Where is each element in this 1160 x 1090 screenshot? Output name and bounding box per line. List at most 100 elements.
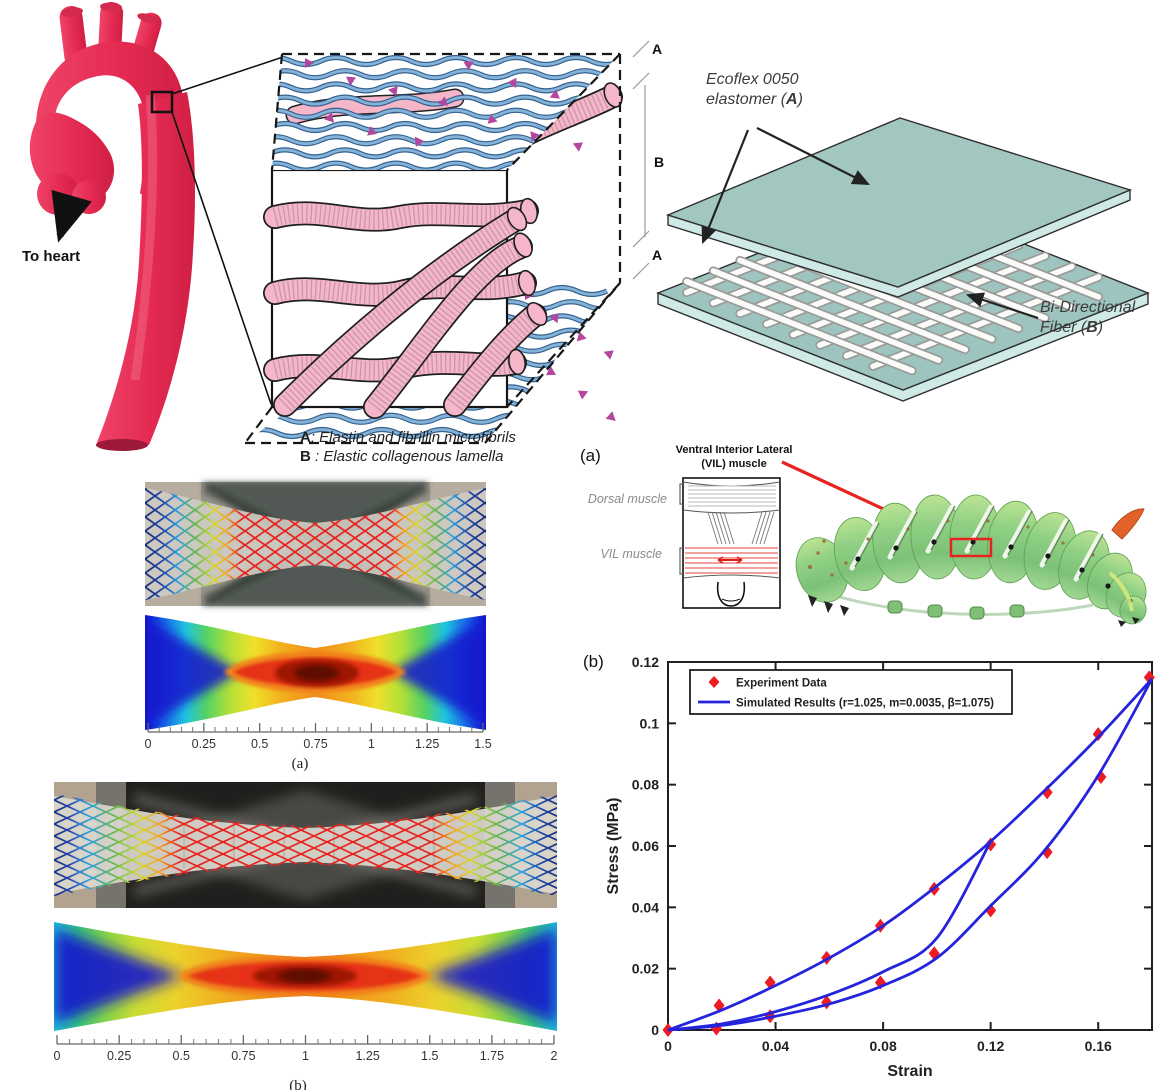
to-heart-label: To heart xyxy=(22,248,81,265)
svg-text:0.16: 0.16 xyxy=(1085,1038,1112,1054)
caterpillar-photo xyxy=(795,494,1147,627)
dorsal-muscle-lines xyxy=(688,485,776,507)
aorta-root-lobe xyxy=(72,180,106,214)
svg-text:0.75: 0.75 xyxy=(231,1049,255,1063)
inset-connector-bottom xyxy=(171,111,272,405)
sample-region-box xyxy=(150,90,174,114)
svg-text:0.04: 0.04 xyxy=(632,899,659,915)
svg-text:0.25: 0.25 xyxy=(107,1049,131,1063)
specimen-photo-a xyxy=(145,482,486,606)
inset-box-dashed-edges xyxy=(244,52,622,445)
svg-text:0.02: 0.02 xyxy=(632,961,659,977)
legend-text-b: : Elastic collagenous lamella xyxy=(310,448,504,466)
svg-text:0.25: 0.25 xyxy=(192,737,216,751)
svg-text:Simulated Results (r=1.025, m=: Simulated Results (r=1.025, m=0.0035, β=… xyxy=(736,698,994,710)
laminate-diagram xyxy=(656,117,1150,402)
svg-text:0.04: 0.04 xyxy=(762,1038,789,1054)
svg-text:0.5: 0.5 xyxy=(251,737,268,751)
caterpillar-stripes xyxy=(849,504,1103,582)
vil-span-arrow xyxy=(717,556,743,564)
vil-annotation-box xyxy=(949,537,993,558)
svg-text:0.12: 0.12 xyxy=(977,1038,1004,1054)
svg-text:0.06: 0.06 xyxy=(632,838,659,854)
subfigure-a-caption: (a) xyxy=(291,756,309,772)
svg-text:0.12: 0.12 xyxy=(632,654,659,670)
head-stripe xyxy=(1108,571,1134,612)
vil-title-line2: (VIL) muscle xyxy=(701,458,767,471)
svg-text:1.25: 1.25 xyxy=(415,737,439,751)
svg-text:1.5: 1.5 xyxy=(421,1049,438,1063)
elastomer-arrow-top xyxy=(756,127,870,185)
legend-key-b: B xyxy=(300,448,311,466)
spiracle-dots xyxy=(855,539,1133,604)
svg-text:0: 0 xyxy=(651,1022,659,1038)
fiber-key: B xyxy=(1086,318,1098,336)
vil-muscle-label: VIL muscle xyxy=(600,547,662,561)
legend-line-a: A: Elastin and fibrillin microfibrils xyxy=(300,428,516,447)
stress-strain-chart: 0 0.04 0.08 0.12 0.16 0 0.02 0.04 0.06 0.08 0.1 0.1… xyxy=(605,654,1155,1080)
svg-text:0: 0 xyxy=(54,1049,61,1063)
section-b-label: (b) xyxy=(583,652,604,671)
oblique-muscle-lines xyxy=(707,511,775,545)
bracket-label-a-bottom: A xyxy=(652,247,662,263)
aorta-highlight xyxy=(130,94,158,381)
elastin-fiber-layer-top xyxy=(272,54,620,170)
collagen-lamella-tubes xyxy=(263,82,623,419)
svg-text:1.75: 1.75 xyxy=(480,1049,504,1063)
svg-text:0.08: 0.08 xyxy=(869,1038,896,1054)
svg-text:0.1: 0.1 xyxy=(640,715,660,731)
inset-connector-top xyxy=(171,56,284,95)
fiber-label-line2: Fiber (B) xyxy=(1040,318,1135,338)
fiber-prefix: Fiber ( xyxy=(1040,318,1087,336)
subfigure-b-caption: (b) xyxy=(289,1078,307,1090)
fiber-label-line1: Bi-Directional xyxy=(1040,299,1136,316)
legend-key-a: A xyxy=(300,429,311,446)
fem-strain-map-b xyxy=(54,922,557,1031)
proleg-outline xyxy=(716,581,746,607)
aorta-illustration xyxy=(29,2,284,451)
svg-text:Stress (MPa): Stress (MPa) xyxy=(605,798,622,895)
legend-line-b: B : Elastic collagenous lamella xyxy=(300,447,516,466)
descending-aorta xyxy=(96,92,195,445)
svg-text:2: 2 xyxy=(551,1049,558,1063)
muscle-anatomy-diagram xyxy=(679,477,781,609)
svg-text:0.75: 0.75 xyxy=(303,737,327,751)
fiber-arrow xyxy=(965,292,1039,320)
caterpillar-horn xyxy=(1111,508,1145,540)
scale-axis-b: 0 0.25 0.5 0.75 1 1.25 1.5 1.75 2 xyxy=(54,1035,558,1063)
svg-text:1: 1 xyxy=(302,1049,309,1063)
elastomer-label-line1: Ecoflex 0050 xyxy=(706,71,799,88)
legend-text-a: : Elastin and fibrillin microfibrils xyxy=(310,429,516,446)
fiber-label: Bi-Directional Fiber (B) xyxy=(1040,298,1135,337)
fiber-suffix: ) xyxy=(1097,318,1104,336)
microstructure-legend: A: Elastin and fibrillin microfibrils B … xyxy=(300,428,516,466)
svg-text:Experiment Data: Experiment Data xyxy=(736,678,827,690)
caterpillar-legs xyxy=(808,595,1140,627)
layer-bracket-marks xyxy=(632,40,650,280)
aorta-cut-end xyxy=(96,439,148,451)
label-brackets xyxy=(679,483,683,575)
svg-text:1.25: 1.25 xyxy=(355,1049,379,1063)
bracket-label-b: B xyxy=(654,154,664,170)
speckles xyxy=(808,519,1095,577)
scale-axis-a: 0 0.25 0.5 0.75 1 1.25 1.5 xyxy=(145,723,492,751)
elastomer-arrow-bottom xyxy=(701,129,750,245)
elastomer-label-line2: elastomer (A) xyxy=(706,90,803,110)
svg-text:1: 1 xyxy=(368,737,375,751)
dorsal-muscle-label: Dorsal muscle xyxy=(587,492,667,506)
elastomer-label: Ecoflex 0050 elastomer (A) xyxy=(706,70,803,109)
svg-text:0: 0 xyxy=(664,1038,672,1054)
specimen-photo-b xyxy=(54,782,557,908)
aorta-microstructure-inset: A B A xyxy=(244,40,664,445)
svg-text:0.08: 0.08 xyxy=(632,777,659,793)
to-heart-arrow xyxy=(51,189,92,243)
svg-text:0: 0 xyxy=(145,737,152,751)
vil-title: Ventral Interior Lateral (VIL) muscle xyxy=(650,443,818,472)
svg-text:Strain: Strain xyxy=(887,1063,932,1080)
vil-muscle-lines xyxy=(685,547,778,574)
bracket-label-a-top: A xyxy=(652,41,662,57)
section-a-label: (a) xyxy=(580,446,601,465)
vil-title-line1: Ventral Interior Lateral xyxy=(675,444,793,456)
elastomer-key: A xyxy=(786,90,798,108)
